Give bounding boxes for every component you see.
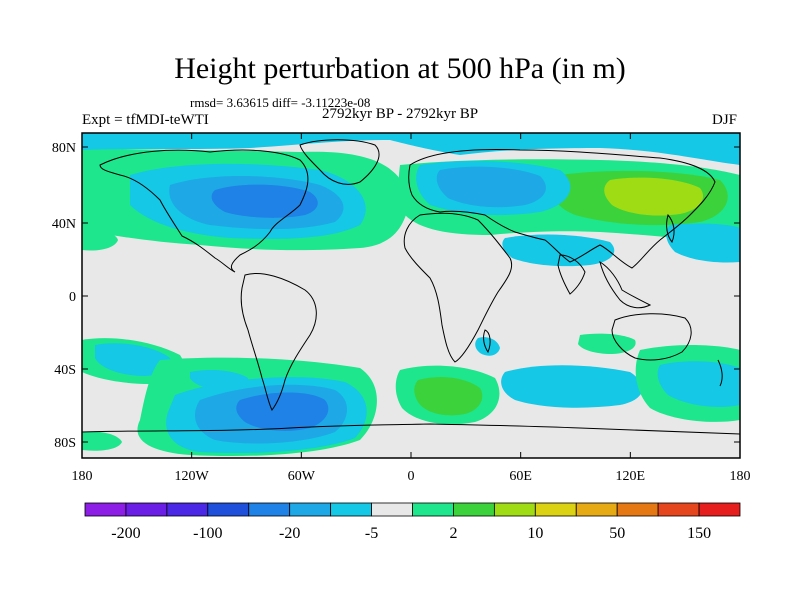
coast-north-america (99, 149, 309, 273)
contour-lightblue-south-pacific (95, 343, 172, 376)
lat-tick-label: 80S (54, 436, 76, 451)
lon-tick-label: 60E (509, 469, 532, 484)
colorbar-label: -200 (111, 525, 140, 542)
coast-japan (666, 213, 675, 243)
colorbar-cell (698, 502, 741, 517)
stats-text: rmsd= 3.63615 diff= -3.11223e-08 (190, 95, 371, 110)
colorbar-cell (125, 502, 168, 517)
coast-eurasia (408, 149, 716, 269)
lat-tick-label: 80N (52, 141, 76, 156)
colorbar-cell (616, 502, 659, 517)
contour-lightblue-pacific-south (190, 370, 249, 390)
lon-tick-label: 180 (72, 469, 93, 484)
contour-lightblue-pacific-right (666, 223, 740, 263)
colorbar-label: -100 (193, 525, 222, 542)
period-label: 2792kyr BP - 2792kyr BP (322, 106, 479, 122)
colorbar-cell (84, 502, 127, 517)
colorbar-cell (534, 502, 577, 517)
contour-fields (82, 133, 740, 457)
colorbar-cell (330, 502, 372, 517)
contour-green2-south-atlantic (414, 376, 483, 416)
coast-africa (403, 212, 513, 363)
map-title: Height perturbation at 500 hPa (in m) (174, 52, 626, 85)
lon-tick-label: 180 (730, 469, 751, 484)
coastlines (82, 139, 740, 435)
lat-tick-label: 40N (52, 217, 76, 232)
coast-greenland (299, 139, 380, 185)
coast-south-america (240, 272, 317, 411)
colorbar-label: -5 (365, 525, 378, 542)
colorbar-label: 50 (609, 525, 625, 542)
contour-green-west-pacific (82, 229, 118, 251)
lat-tick-label: 0 (69, 290, 76, 305)
colorbar-cell (657, 502, 700, 517)
lon-tick-label: 60W (288, 469, 316, 484)
contour-lightblue-south-indian (657, 361, 740, 407)
coast-madagascar (483, 329, 491, 354)
contour-yellowgreen-asia (604, 177, 704, 216)
colorbar-label: 10 (527, 525, 543, 542)
experiment-label: Expt = tfMDI-teWTI (82, 112, 209, 128)
contour-blue-eurasia (436, 166, 546, 208)
colorbar-cell (453, 502, 495, 517)
colorbar-labels: -200 -100 -20 -5 2 10 50 150 (111, 525, 711, 542)
colorbar-label: 150 (687, 525, 711, 542)
lat-tick-label: 40S (54, 363, 76, 378)
contour-darkblue-south-america (236, 392, 329, 431)
contour-green-antarctic-left (82, 431, 122, 451)
contour-lightblue-madagascar (475, 337, 500, 356)
colorbar-cell (493, 502, 536, 517)
latitude-axis: 80N 40N 0 40S 80S (52, 141, 740, 451)
lon-tick-label: 0 (408, 469, 415, 484)
longitude-axis: 180 120W 60W 0 60E 120E 180 (72, 133, 751, 484)
colorbar-cell (412, 502, 454, 517)
colorbar-cells (84, 502, 741, 517)
colorbar-cell (207, 502, 250, 517)
lon-tick-label: 120W (175, 469, 210, 484)
colorbar-cell (371, 502, 413, 517)
season-label: DJF (712, 112, 738, 128)
colorbar-cell (575, 502, 618, 517)
contour-darkblue-north-america (211, 184, 318, 218)
coast-new-zealand (717, 359, 723, 387)
colorbar-label: 2 (449, 525, 457, 542)
colorbar-cell (248, 502, 291, 517)
coast-southeast-asia (599, 260, 652, 309)
contour-lightblue-asia (502, 234, 615, 267)
contour-lightblue-arctic (82, 133, 740, 165)
coast-australia (611, 313, 692, 361)
coast-antarctica (82, 423, 740, 435)
lon-tick-label: 120E (616, 469, 646, 484)
colorbar-cell (166, 502, 209, 517)
colorbar-cell (289, 502, 332, 517)
contour-lightblue-indian (501, 365, 643, 408)
coast-india (557, 254, 586, 295)
colorbar-label: -20 (279, 525, 300, 542)
